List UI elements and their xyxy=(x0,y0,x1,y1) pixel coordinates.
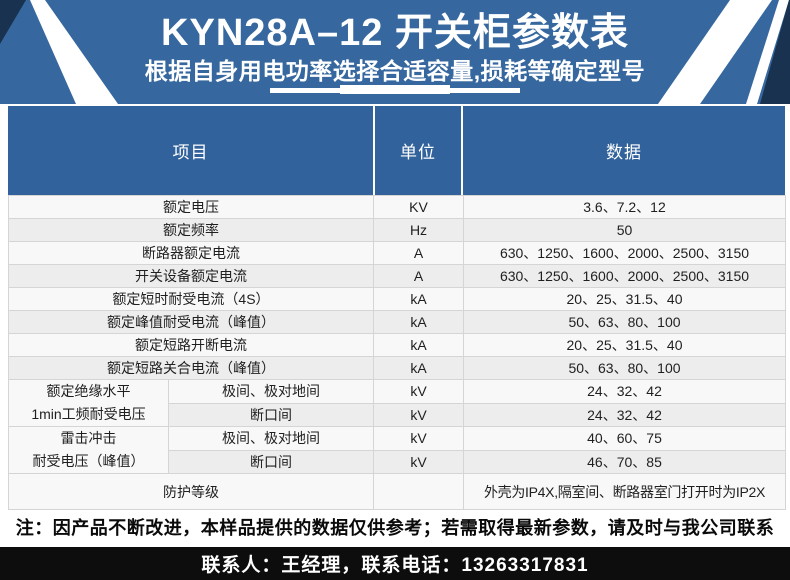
table-row: 额定峰值耐受电流（峰值） kA 50、63、80、100 xyxy=(8,310,786,334)
header-data: 数据 xyxy=(606,143,642,162)
item-cell: 额定频率 xyxy=(8,218,374,242)
group-label-line2: 1min工频耐受电压 xyxy=(31,406,146,422)
diagonal-stripe-left xyxy=(30,0,118,104)
item-cell: 开关设备额定电流 xyxy=(8,264,374,288)
group-label-line2: 耐受电压（峰值） xyxy=(32,453,145,469)
group-label-cell: 额定绝缘水平 1min工频耐受电压 xyxy=(8,379,169,427)
unit-cell: A xyxy=(373,241,464,265)
table-row: 额定电压 KV 3.6、7.2、12 xyxy=(8,195,786,219)
unit-cell: kV xyxy=(373,402,464,427)
table-row: 额定短路开断电流 kA 20、25、31.5、40 xyxy=(8,333,786,357)
item-cell: 额定电压 xyxy=(8,195,374,219)
item-cell: 防护等级 xyxy=(8,473,374,510)
data-cell: 3.6、7.2、12 xyxy=(463,195,786,219)
corner-triangle-right xyxy=(760,0,790,104)
data-cell: 50、63、80、100 xyxy=(463,310,786,334)
table-header: 项目 单位 数据 xyxy=(8,106,785,195)
diagonal-stripe-right xyxy=(658,0,772,104)
table-row: 额定频率 Hz 50 xyxy=(8,218,786,242)
data-cell: 630、1250、1600、2000、2500、3150 xyxy=(463,264,786,288)
data-cell: 外壳为IP4X,隔室间、断路器室门打开时为IP2X xyxy=(463,473,786,510)
group-label-line1: 额定绝缘水平 xyxy=(46,383,131,399)
data-cell: 630、1250、1600、2000、2500、3150 xyxy=(463,241,786,265)
diagonal-stripe-right-thin xyxy=(746,0,789,104)
contact-text: 联系人：王经理，联系电话：13263317831 xyxy=(201,555,589,576)
data-cell: 24、32、42 xyxy=(463,402,786,427)
table-row: 断口间 kV 46、70、85 xyxy=(9,449,786,474)
contact-bar: 联系人：王经理，联系电话：13263317831 xyxy=(0,547,790,580)
sub-item-cell: 断口间 xyxy=(168,449,374,474)
item-cell: 断路器额定电流 xyxy=(8,241,374,265)
data-cell: 24、32、42 xyxy=(463,379,786,404)
group-label-cell: 雷击冲击 耐受电压（峰值） xyxy=(8,426,169,474)
sub-item-cell: 断口间 xyxy=(168,402,374,427)
item-cell: 额定峰值耐受电流（峰值） xyxy=(8,310,374,334)
item-cell: 额定短路开断电流 xyxy=(8,333,374,357)
data-cell: 50 xyxy=(463,218,786,242)
unit-cell: kA xyxy=(373,356,464,380)
page-subtitle: 根据自身用电功率选择合适容量,损耗等确定型号 xyxy=(144,58,646,84)
data-cell: 50、63、80、100 xyxy=(463,356,786,380)
unit-cell: Hz xyxy=(373,218,464,242)
table-row: 开关设备额定电流 A 630、1250、1600、2000、2500、3150 xyxy=(8,264,786,288)
parameters-table: 额定电压 KV 3.6、7.2、12 额定频率 Hz 50 断路器额定电流 A … xyxy=(8,195,786,510)
unit-cell: kV xyxy=(373,449,464,474)
header-item: 项目 xyxy=(172,143,209,162)
sub-item-cell: 极间、极对地间 xyxy=(168,379,374,404)
disclaimer-note: 注：因产品不断改进，本样品提供的数据仅供参考；若需取得最新参数，请及时与我公司联… xyxy=(15,518,775,538)
table-row: 断路器额定电流 A 630、1250、1600、2000、2500、3150 xyxy=(8,241,786,265)
unit-cell: kV xyxy=(373,426,464,451)
table-row: 额定短路关合电流（峰值） kA 50、63、80、100 xyxy=(8,356,786,380)
item-cell: 额定短时耐受电流（4S） xyxy=(8,287,374,311)
banner: KYN28A–12 开关柜参数表 根据自身用电功率选择合适容量,损耗等确定型号 xyxy=(0,0,790,104)
header-unit: 单位 xyxy=(373,106,463,195)
table-row: 额定绝缘水平 1min工频耐受电压 极间、极对地间 kV 24、32、42 xyxy=(8,379,786,427)
data-cell: 40、60、75 xyxy=(463,426,786,451)
table-row: 雷击冲击 耐受电压（峰值） 极间、极对地间 kV 40、60、75 xyxy=(8,426,786,474)
table-row: 额定短时耐受电流（4S） kA 20、25、31.5、40 xyxy=(8,287,786,311)
item-cell: 额定短路关合电流（峰值） xyxy=(8,356,374,380)
unit-cell: kA xyxy=(373,333,464,357)
unit-cell xyxy=(373,473,464,510)
data-cell: 20、25、31.5、40 xyxy=(463,333,786,357)
unit-cell: kA xyxy=(373,310,464,334)
data-cell: 46、70、85 xyxy=(463,449,786,474)
corner-triangle-left xyxy=(0,0,26,44)
table-row: 防护等级 外壳为IP4X,隔室间、断路器室门打开时为IP2X xyxy=(8,473,786,510)
table-row: 断口间 kV 24、32、42 xyxy=(9,402,786,427)
page-title: KYN28A–12 开关柜参数表 xyxy=(161,12,629,54)
unit-cell: kV xyxy=(373,379,464,404)
unit-cell: kA xyxy=(373,287,464,311)
unit-cell: KV xyxy=(373,195,464,219)
group-label-line1: 雷击冲击 xyxy=(60,430,117,446)
data-cell: 20、25、31.5、40 xyxy=(463,287,786,311)
sub-item-cell: 极间、极对地间 xyxy=(168,426,374,451)
unit-cell: A xyxy=(373,264,464,288)
title-underline-segment xyxy=(340,85,450,94)
